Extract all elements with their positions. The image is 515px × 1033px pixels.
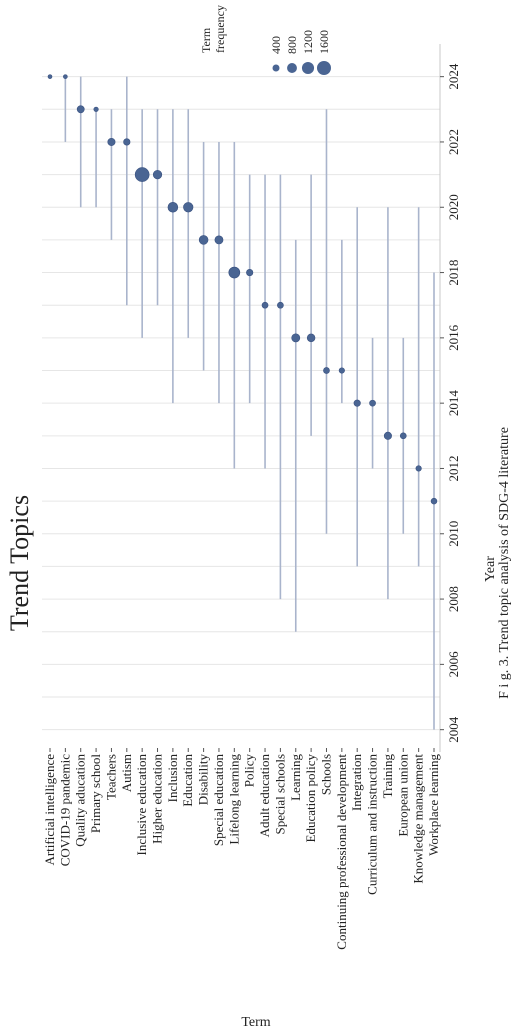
term-label: Knowledge management bbox=[411, 754, 426, 884]
term-point bbox=[415, 465, 422, 472]
x-tick-label: 2012 bbox=[446, 455, 461, 481]
term-point bbox=[228, 266, 241, 279]
term-label: Autism bbox=[119, 754, 134, 792]
term-label: Policy bbox=[242, 754, 257, 788]
figure-caption: F i g. 3. Trend topic analysis of SDG-4 … bbox=[497, 427, 512, 699]
term-label: Primary school bbox=[88, 754, 103, 833]
term-point bbox=[369, 399, 376, 407]
legend: Term frequency 400 800 1200 1600 bbox=[199, 5, 331, 75]
legend-size-label: 800 bbox=[285, 36, 299, 54]
x-tick-label: 2008 bbox=[446, 586, 461, 612]
term-label: Inclusion bbox=[165, 754, 180, 803]
y-axis-label: Term bbox=[241, 1015, 270, 1030]
term-label: Teachers bbox=[103, 754, 118, 800]
term-label: Special schools bbox=[272, 754, 287, 835]
x-tick-label: 2024 bbox=[446, 63, 461, 90]
term-point bbox=[152, 170, 163, 180]
term-point bbox=[430, 497, 438, 505]
term-point bbox=[338, 367, 345, 374]
term-label: Adult education bbox=[257, 754, 272, 838]
x-tick-label: 2004 bbox=[446, 716, 461, 743]
term-point bbox=[323, 367, 330, 374]
term-point bbox=[399, 432, 407, 440]
term-point bbox=[383, 431, 392, 440]
term-point bbox=[246, 268, 254, 277]
legend-size-label: 1600 bbox=[317, 30, 331, 54]
legend-title-line-2: frequency bbox=[213, 5, 227, 53]
term-label: Higher education bbox=[150, 754, 165, 844]
term-label: Integration bbox=[349, 754, 364, 812]
x-axis-label: Year bbox=[483, 556, 498, 582]
term-point bbox=[76, 105, 85, 114]
term-label: Training bbox=[380, 754, 395, 799]
term-label: Workplace learning bbox=[426, 754, 441, 856]
term-label: COVID-19 pandemic bbox=[57, 754, 72, 867]
legend-size-marker bbox=[317, 61, 331, 75]
term-label: Artificial intelligence bbox=[42, 754, 57, 866]
term-label: Curriculum and instruction bbox=[365, 754, 380, 895]
legend-size-label: 400 bbox=[269, 36, 283, 54]
term-point bbox=[277, 301, 284, 309]
term-label: Education bbox=[180, 754, 195, 807]
term-point bbox=[306, 333, 316, 343]
term-label: European union bbox=[395, 754, 410, 837]
legend-title-line-1: Term bbox=[199, 27, 213, 53]
x-tick-label: 2016 bbox=[446, 324, 461, 351]
term-point bbox=[107, 137, 116, 146]
term-point bbox=[353, 399, 361, 407]
term-point bbox=[167, 202, 179, 213]
term-point bbox=[47, 74, 53, 79]
term-point bbox=[214, 235, 224, 245]
term-point bbox=[291, 333, 301, 343]
term-point bbox=[93, 106, 99, 112]
legend-size-marker bbox=[287, 63, 297, 73]
term-label: Disability bbox=[196, 754, 211, 806]
x-tick-label: 2022 bbox=[446, 129, 461, 155]
term-label: Continuing professional development bbox=[334, 754, 349, 950]
term-label: Lifelong learning bbox=[226, 754, 241, 845]
chart-title: Trend Topics bbox=[5, 495, 34, 631]
x-tick-label: 2020 bbox=[446, 194, 461, 220]
legend-size-label: 1200 bbox=[301, 30, 315, 54]
term-label: Learning bbox=[288, 754, 303, 801]
term-label: Quality aducation bbox=[73, 754, 88, 847]
term-point bbox=[123, 138, 131, 146]
x-tick-label: 2018 bbox=[446, 260, 461, 286]
x-tick-label: 2010 bbox=[446, 521, 461, 547]
term-point bbox=[183, 202, 194, 213]
legend-size-marker bbox=[301, 61, 315, 75]
term-point bbox=[63, 74, 68, 79]
term-label: Schools bbox=[318, 754, 333, 795]
term-point bbox=[261, 301, 269, 309]
x-tick-label: 2006 bbox=[446, 651, 461, 678]
term-point bbox=[134, 167, 150, 182]
term-label: Education policy bbox=[303, 754, 318, 843]
term-label: Inclusive education bbox=[134, 754, 149, 856]
term-label: Special education bbox=[211, 754, 226, 847]
legend-size-marker bbox=[272, 64, 280, 72]
term-point bbox=[198, 235, 209, 245]
x-tick-label: 2014 bbox=[446, 390, 461, 417]
